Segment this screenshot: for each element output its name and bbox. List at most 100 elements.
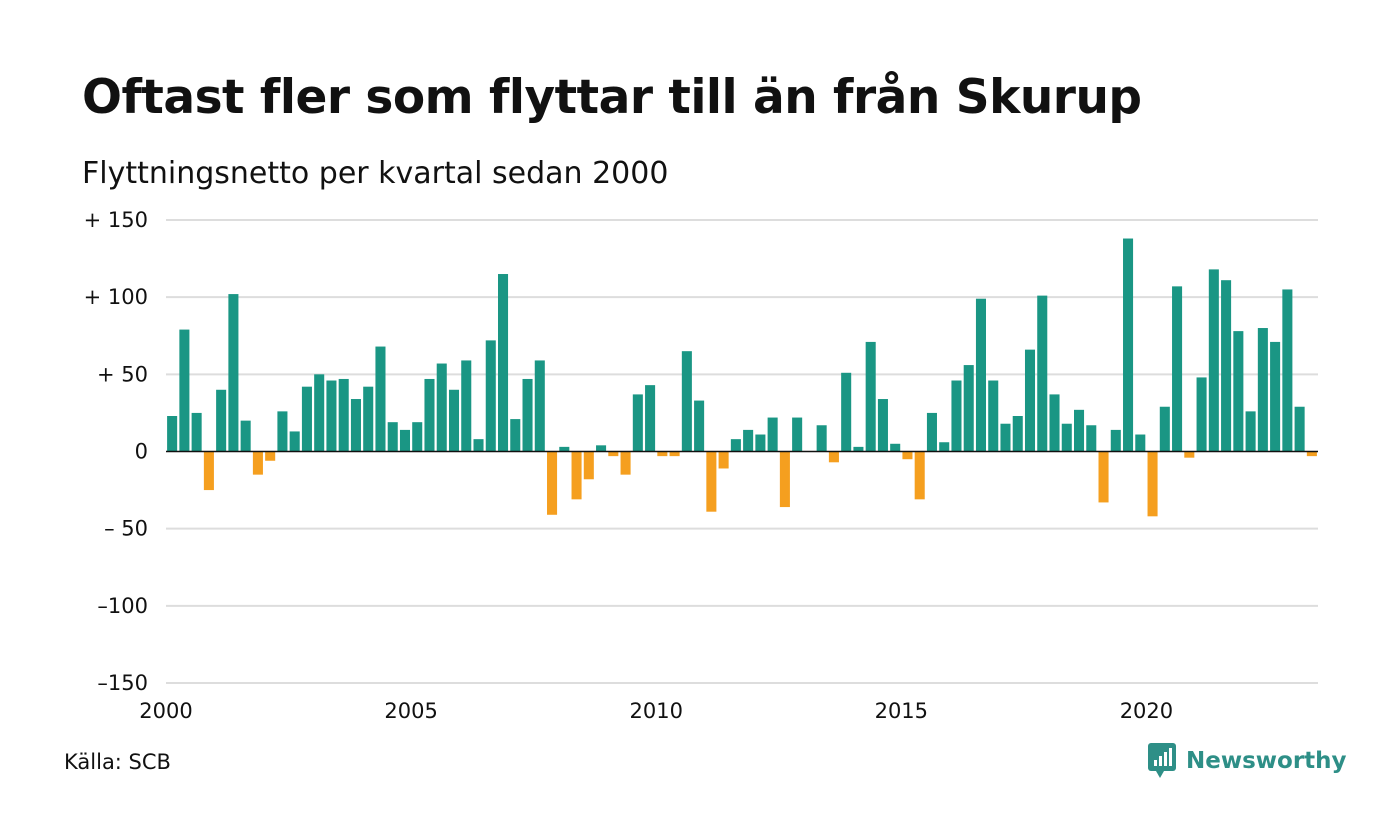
x-tick-label: 2020 xyxy=(1120,699,1173,723)
bar xyxy=(1245,411,1256,452)
bar xyxy=(436,363,447,452)
bar xyxy=(216,389,227,452)
bars xyxy=(167,238,1317,517)
bar xyxy=(1000,423,1011,452)
bar xyxy=(902,451,913,460)
bar xyxy=(1270,341,1281,452)
bar xyxy=(706,451,717,512)
bar xyxy=(632,394,643,452)
bar xyxy=(890,443,901,452)
newsworthy-logo[interactable]: Newsworthy xyxy=(1148,743,1347,779)
bar xyxy=(1159,406,1170,452)
bar xyxy=(755,434,766,452)
bar xyxy=(1294,406,1305,452)
chart-subtitle: Flyttningsnetto per kvartal sedan 2000 xyxy=(82,156,669,191)
bar xyxy=(498,274,509,452)
bar xyxy=(1123,238,1134,452)
bar xyxy=(1110,429,1121,452)
bar xyxy=(596,445,607,452)
bar xyxy=(645,385,656,452)
bar xyxy=(681,351,692,452)
bar xyxy=(203,451,214,491)
bar xyxy=(914,451,925,500)
bar xyxy=(583,451,594,480)
bar xyxy=(669,451,680,457)
bar xyxy=(510,419,521,452)
bar-chart: + 150 + 100 + 50 0 – 50 –100 –150 2000 2005 2010 2… xyxy=(84,208,1318,723)
bar xyxy=(1012,416,1023,452)
bar xyxy=(338,378,349,452)
bar xyxy=(473,439,484,452)
x-tick-label: 2015 xyxy=(875,699,928,723)
bar xyxy=(412,422,423,452)
bar xyxy=(1049,394,1060,452)
x-tick-label: 2000 xyxy=(139,699,192,723)
bar xyxy=(1208,269,1219,452)
bar xyxy=(620,451,631,475)
bar xyxy=(988,380,999,452)
bar xyxy=(1257,328,1268,452)
y-tick-label: 0 xyxy=(135,440,148,464)
bar xyxy=(387,422,398,452)
bar xyxy=(951,380,962,452)
bar xyxy=(265,451,276,461)
bar xyxy=(167,416,178,452)
bar xyxy=(363,386,374,452)
bar xyxy=(608,451,619,457)
bar xyxy=(1172,286,1183,452)
newsworthy-logo-icon xyxy=(1148,743,1176,778)
y-tick-label: – 50 xyxy=(104,517,148,541)
bar xyxy=(485,340,496,452)
bar xyxy=(694,400,705,452)
bar xyxy=(939,442,950,452)
y-tick-label: –100 xyxy=(97,594,148,618)
bar xyxy=(1147,451,1158,517)
bar xyxy=(1196,377,1207,452)
bar xyxy=(1098,451,1109,503)
bar xyxy=(534,360,545,452)
bar xyxy=(877,399,888,452)
bar xyxy=(828,451,839,463)
x-tick-label: 2010 xyxy=(629,699,682,723)
bar xyxy=(522,378,533,452)
bar xyxy=(314,374,325,452)
bar xyxy=(975,298,986,452)
bar xyxy=(240,420,251,452)
bar xyxy=(1233,331,1244,452)
bar xyxy=(1282,289,1293,452)
bar xyxy=(963,365,974,452)
bar xyxy=(841,372,852,452)
y-tick-label: + 100 xyxy=(84,285,148,309)
x-tick-label: 2005 xyxy=(384,699,437,723)
bar xyxy=(1074,409,1085,452)
bar xyxy=(179,329,190,452)
bar xyxy=(816,425,827,452)
bar xyxy=(191,412,202,452)
bar xyxy=(252,451,263,475)
bar xyxy=(865,341,876,452)
bar xyxy=(1306,451,1317,457)
bar xyxy=(559,446,570,452)
bar xyxy=(1221,280,1232,452)
bar xyxy=(743,429,754,452)
bar xyxy=(1184,451,1195,458)
y-tick-label: + 50 xyxy=(97,362,148,386)
bar xyxy=(289,431,300,452)
bar xyxy=(424,378,435,452)
bar xyxy=(718,451,729,469)
bar xyxy=(779,451,790,508)
bar xyxy=(326,380,337,452)
bar xyxy=(657,451,668,457)
bar xyxy=(448,389,460,452)
y-tick-label: + 150 xyxy=(84,208,148,232)
axes: + 150 + 100 + 50 0 – 50 –100 –150 2000 2005 2010 2… xyxy=(84,208,1318,723)
bar xyxy=(228,294,239,452)
bar xyxy=(926,412,937,452)
bar xyxy=(547,451,558,515)
bar xyxy=(1086,425,1097,452)
bar xyxy=(350,399,361,452)
bar xyxy=(399,429,410,452)
bar xyxy=(375,346,386,452)
source-note: Källa: SCB xyxy=(64,750,171,774)
bar xyxy=(301,386,312,452)
